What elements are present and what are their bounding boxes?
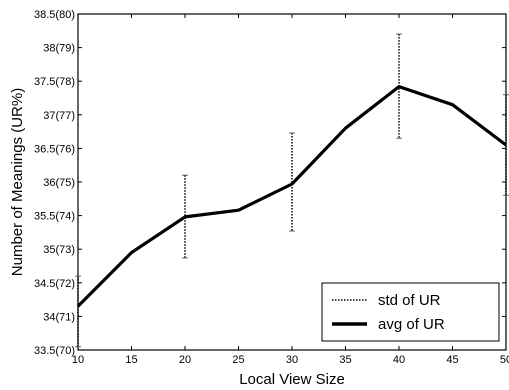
legend-label-avg: avg of UR — [378, 316, 445, 333]
x-tick-label: 10 — [72, 354, 84, 366]
y-tick-label: 37(77) — [43, 110, 75, 122]
y-tick-label: 34.5(72) — [34, 278, 75, 290]
y-tick-label: 36(75) — [43, 177, 75, 189]
y-axis-label: Number of Meanings (UR%) — [9, 88, 26, 276]
y-axis: 33.5(70) 34(71) 34.5(72) 35(73) 35.5(74) 36(7… — [34, 9, 506, 357]
y-tick-label: 34(71) — [43, 311, 75, 323]
y-tick-label: 37.5(78) — [34, 76, 75, 88]
y-tick-label: 36.5(76) — [34, 143, 75, 155]
y-tick-label: 35.5(74) — [34, 211, 75, 223]
x-axis: 10 15 20 25 30 35 40 45 50 — [72, 14, 509, 366]
x-tick-label: 35 — [339, 354, 351, 366]
avg-line — [76, 84, 507, 308]
x-tick-label: 50 — [500, 354, 509, 366]
legend: std of UR avg of UR — [321, 282, 500, 342]
x-tick-label: 25 — [232, 354, 244, 366]
x-tick-label: 15 — [125, 354, 137, 366]
y-tick-label: 38(79) — [43, 43, 75, 55]
y-tick-label: 38.5(80) — [34, 9, 75, 21]
legend-box — [321, 282, 500, 342]
x-tick-label: 45 — [446, 354, 458, 366]
x-tick-label: 30 — [286, 354, 298, 366]
y-tick-label: 35(73) — [43, 244, 75, 256]
x-tick-label: 40 — [393, 354, 405, 366]
x-tick-label: 20 — [179, 354, 191, 366]
y-tick-label: 33.5(70) — [34, 345, 75, 357]
legend-label-std: std of UR — [378, 292, 441, 309]
x-axis-label: Local View Size — [239, 371, 345, 388]
